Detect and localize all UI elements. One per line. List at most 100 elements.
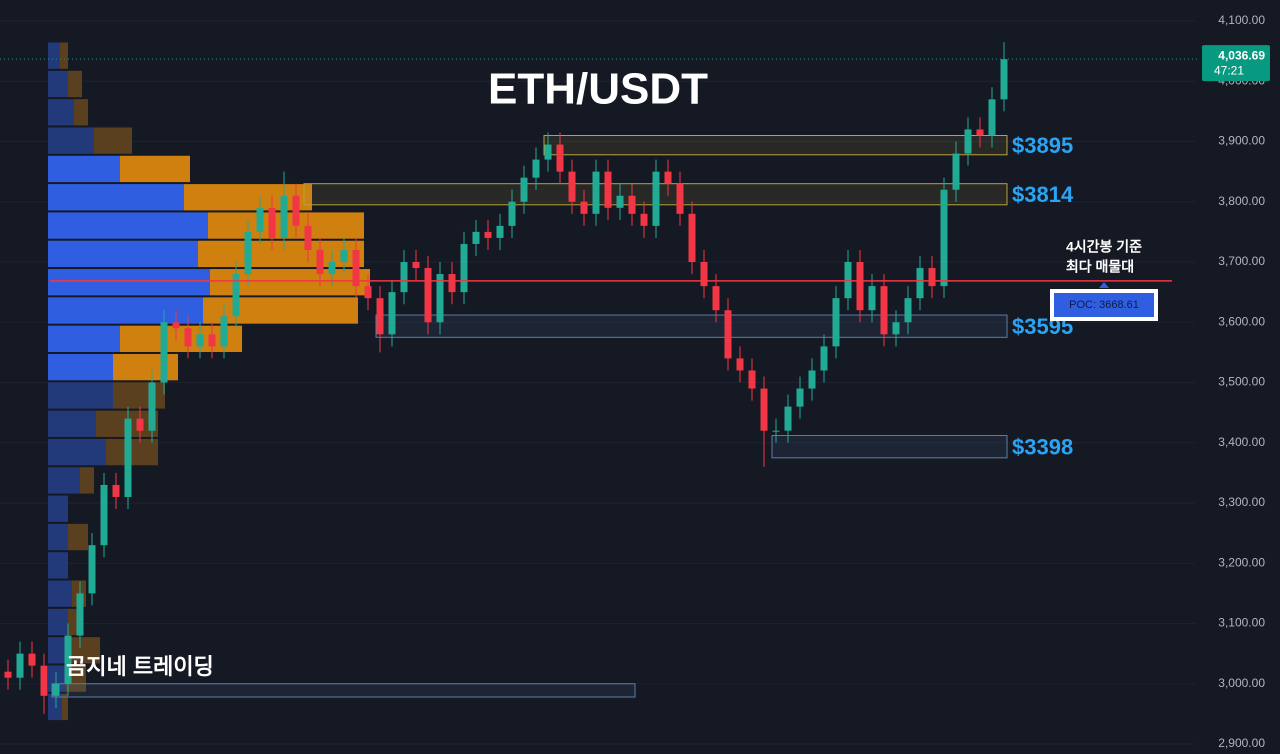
- candle-body: [268, 207, 276, 238]
- candle-body: [148, 382, 156, 431]
- candle-body: [352, 249, 360, 287]
- profile-buy: [48, 467, 80, 494]
- profile-buy: [48, 42, 60, 69]
- candle-body: [244, 231, 252, 275]
- countdown: 47:21: [1214, 63, 1244, 77]
- y-tick-label: 3,600.00: [1218, 314, 1265, 328]
- candle-body: [448, 274, 456, 293]
- candle-body: [868, 286, 876, 311]
- candle-body: [988, 99, 996, 136]
- watermark: 곰지네 트레이딩: [66, 654, 214, 679]
- profile-sell: [106, 438, 158, 466]
- profile-buy: [48, 212, 208, 239]
- profile-buy: [48, 438, 106, 466]
- profile-buy: [48, 269, 210, 296]
- candle-body: [100, 484, 108, 546]
- candle-body: [304, 225, 312, 250]
- candle-body: [112, 484, 120, 497]
- candle-body: [556, 144, 564, 172]
- candle-body: [820, 346, 828, 371]
- y-tick-label: 3,100.00: [1218, 616, 1265, 630]
- candle-body: [928, 268, 936, 287]
- candle-body: [484, 231, 492, 238]
- candle-body: [772, 430, 780, 432]
- candle-body: [640, 213, 648, 226]
- candle-body: [232, 274, 240, 317]
- candle-body: [520, 177, 528, 202]
- profile-sell: [94, 127, 132, 154]
- candle-body: [736, 358, 744, 371]
- zone-label: $3814: [1012, 182, 1074, 207]
- candle-body: [64, 635, 72, 684]
- candle-body: [508, 201, 516, 226]
- candle-body: [412, 262, 420, 269]
- y-tick-label: 2,900.00: [1218, 736, 1265, 750]
- y-tick-label: 3,500.00: [1218, 375, 1265, 389]
- candle-body: [472, 231, 480, 244]
- candle-body: [292, 195, 300, 226]
- profile-sell: [70, 637, 100, 664]
- candle-body: [124, 418, 132, 497]
- candle-body: [4, 671, 12, 678]
- candle-body: [544, 144, 552, 160]
- y-tick-label: 3,800.00: [1218, 194, 1265, 208]
- profile-buy: [48, 70, 68, 98]
- candle-body: [676, 183, 684, 214]
- candle-body: [832, 298, 840, 347]
- poc-badge: [1054, 293, 1154, 317]
- profile-buy: [48, 127, 94, 154]
- candle-body: [784, 406, 792, 431]
- candle-body: [940, 189, 948, 287]
- candle-body: [628, 195, 636, 214]
- profile-sell: [198, 240, 364, 268]
- candle-body: [964, 129, 972, 154]
- zone: [543, 134, 1008, 156]
- profile-buy: [48, 382, 113, 409]
- candle-body: [808, 370, 816, 389]
- y-tick-label: 4,100.00: [1218, 13, 1265, 27]
- candle-body: [328, 262, 336, 275]
- profile-sell: [62, 693, 68, 721]
- candle-body: [532, 159, 540, 178]
- profile-sell: [68, 523, 88, 551]
- zone-label: $3895: [1012, 133, 1073, 158]
- profile-sell: [113, 382, 165, 409]
- candle-body: [652, 171, 660, 226]
- candle-body: [52, 683, 60, 696]
- y-tick-label: 3,000.00: [1218, 676, 1265, 690]
- candle-body: [700, 262, 708, 287]
- candle-body: [400, 262, 408, 293]
- y-tick-label: 3,200.00: [1218, 555, 1265, 569]
- profile-sell: [184, 184, 312, 211]
- candle-body: [388, 292, 396, 335]
- profile-sell: [203, 297, 358, 324]
- profile-buy: [48, 184, 184, 211]
- profile-buy: [48, 410, 96, 437]
- zone: [771, 435, 1008, 459]
- chart-title: ETH/USDT: [488, 65, 708, 114]
- profile-buy: [48, 99, 74, 126]
- candle-body: [220, 316, 228, 347]
- profile-sell: [113, 353, 178, 381]
- candle-body: [28, 653, 36, 666]
- candle-body: [616, 195, 624, 208]
- candle-body: [436, 274, 444, 323]
- profile-buy: [48, 552, 68, 579]
- candle-body: [184, 328, 192, 347]
- poc-pointer: [1099, 282, 1109, 288]
- profile-buy: [48, 608, 68, 636]
- candle-body: [256, 207, 264, 232]
- candle-body: [760, 388, 768, 431]
- zone-label: $3398: [1012, 434, 1073, 459]
- candle-body: [196, 334, 204, 347]
- candle-body: [88, 545, 96, 594]
- candle-body: [604, 171, 612, 208]
- candle-body: [172, 322, 180, 329]
- candle-body: [796, 388, 804, 407]
- profile-buy: [48, 495, 68, 522]
- candle-body: [952, 153, 960, 190]
- candle-body: [16, 653, 24, 678]
- profile-sell: [60, 42, 68, 69]
- candle-body: [160, 322, 168, 383]
- profile-buy: [48, 523, 68, 551]
